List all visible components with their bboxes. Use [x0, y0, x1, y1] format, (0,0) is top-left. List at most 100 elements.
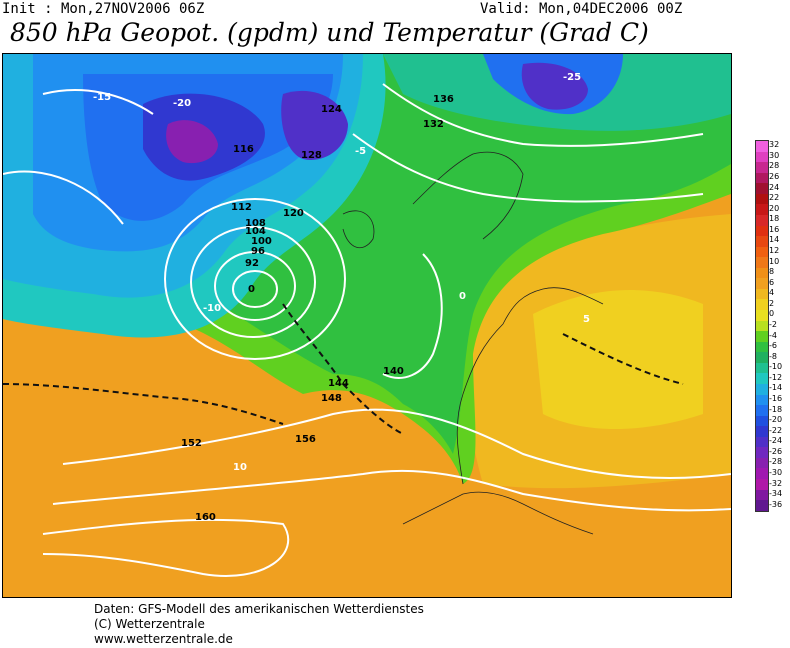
svg-text:0: 0 [459, 291, 466, 302]
colorbar-label: -4 [769, 330, 777, 340]
colorbar-label: -30 [769, 468, 783, 477]
svg-text:136: 136 [433, 94, 454, 105]
colorbar-segment [756, 405, 768, 416]
footer-credits: Daten: GFS-Modell des amerikanischen Wet… [94, 602, 424, 647]
colorbar-segment [756, 373, 768, 384]
colorbar-label: -28 [769, 457, 783, 467]
chart-title: 850 hPa Geopot. (gpdm) und Temperatur (G… [10, 18, 649, 47]
colorbar-label: -2 [769, 320, 777, 329]
colorbar-segment [756, 310, 768, 321]
colorbar-segment [756, 278, 768, 289]
colorbar-label: -34 [769, 489, 783, 499]
colorbar-label: -26 [769, 446, 783, 456]
colorbar-label: 18 [769, 214, 780, 224]
colorbar-segment [756, 479, 768, 490]
colorbar-label: -14 [769, 383, 783, 393]
colorbar-label: 2 [769, 298, 775, 308]
colorbar-segment [756, 426, 768, 437]
temperature-field: 0 92 96 100 104 108 112 116 120 124 128 … [3, 54, 731, 597]
colorbar-label: -10 [769, 362, 783, 372]
colorbar-segment [756, 172, 768, 184]
svg-text:5: 5 [583, 314, 590, 325]
colorbar-label: -8 [769, 351, 777, 361]
svg-text:128: 128 [301, 150, 322, 161]
svg-text:140: 140 [383, 366, 404, 377]
colorbar-label: -22 [769, 425, 783, 435]
svg-text:92: 92 [245, 258, 259, 269]
colorbar-segment [756, 352, 768, 363]
colorbar-segment [756, 457, 768, 469]
colorbar-segment [756, 341, 768, 353]
colorbar-label: -24 [769, 436, 783, 446]
colorbar-segment [756, 214, 768, 226]
colorbar-segment [756, 489, 768, 501]
svg-text:-20: -20 [173, 98, 191, 109]
colorbar-label: 30 [769, 150, 780, 160]
colorbar-segment [756, 468, 768, 479]
colorbar-label: 6 [769, 277, 775, 287]
weather-map: 0 92 96 100 104 108 112 116 120 124 128 … [2, 53, 732, 598]
svg-text:-5: -5 [355, 146, 366, 157]
colorbar-segment [756, 162, 768, 173]
svg-text:156: 156 [295, 434, 316, 445]
svg-text:124: 124 [321, 104, 342, 115]
svg-text:144: 144 [328, 378, 349, 389]
colorbar-label: 26 [769, 172, 780, 181]
colorbar-label: 20 [769, 203, 780, 213]
colorbar-label: 4 [769, 288, 775, 298]
colorbar-segment [756, 331, 768, 342]
colorbar-segment [756, 267, 768, 279]
footer-url[interactable]: www.wetterzentrale.de [94, 632, 233, 646]
colorbar-segment [756, 288, 768, 300]
colorbar-segment [756, 246, 768, 258]
colorbar-segment [756, 362, 768, 374]
svg-text:-10: -10 [203, 303, 221, 314]
colorbar-segment [756, 447, 768, 458]
colorbar-segment [756, 500, 768, 511]
colorbar-label: 16 [769, 224, 780, 234]
colorbar-label: 12 [769, 246, 780, 255]
colorbar-segment [756, 151, 768, 163]
colorbar-segment [756, 394, 768, 406]
colorbar-segment [756, 183, 768, 194]
colorbar-label: -20 [769, 415, 783, 425]
svg-text:116: 116 [233, 144, 254, 155]
svg-text:10: 10 [233, 462, 247, 473]
colorbar-segment [756, 225, 768, 237]
colorbar-segment [756, 436, 768, 448]
header-bar: Init : Mon,27NOV2006 06Z Valid: Mon,04DE… [0, 0, 790, 18]
colorbar-segment [756, 204, 768, 215]
svg-text:96: 96 [251, 246, 265, 257]
svg-text:148: 148 [321, 393, 342, 404]
valid-time: Valid: Mon,04DEC2006 00Z [480, 1, 683, 17]
svg-text:160: 160 [195, 512, 216, 523]
svg-text:108: 108 [245, 218, 266, 229]
colorbar-label: -6 [769, 341, 777, 351]
svg-text:100: 100 [251, 236, 272, 247]
init-time: Init : Mon,27NOV2006 06Z [2, 1, 205, 17]
colorbar-segment [756, 193, 768, 205]
colorbar-label: 10 [769, 256, 780, 266]
colorbar-label: -12 [769, 372, 783, 382]
colorbar-label: -32 [769, 478, 783, 488]
svg-text:104: 104 [245, 226, 266, 237]
colorbar-label: 14 [769, 235, 780, 245]
colorbar-label: 22 [769, 193, 780, 203]
svg-text:0: 0 [248, 284, 255, 295]
svg-text:-25: -25 [563, 72, 581, 83]
colorbar-segment [756, 141, 768, 152]
colorbar-label: 8 [769, 267, 775, 277]
colorbar-segment [756, 257, 768, 268]
footer-data-source: Daten: GFS-Modell des amerikanischen Wet… [94, 602, 424, 616]
svg-text:120: 120 [283, 208, 304, 219]
colorbar-segment [756, 383, 768, 395]
colorbar-label: 24 [769, 182, 780, 192]
colorbar-segment [756, 320, 768, 332]
colorbar-segment [756, 415, 768, 427]
colorbar-label: 32 [769, 140, 780, 150]
svg-text:-15: -15 [93, 92, 111, 103]
colorbar-label: -18 [769, 404, 783, 414]
colorbar-label: 28 [769, 161, 780, 171]
colorbar-labels: 32 30 28 26 24 22 20 18 16 14 12 10 8 6 4 2 0 -2 -4 -6 -8 -10… [769, 140, 790, 510]
colorbar-label: -36 [769, 499, 783, 509]
